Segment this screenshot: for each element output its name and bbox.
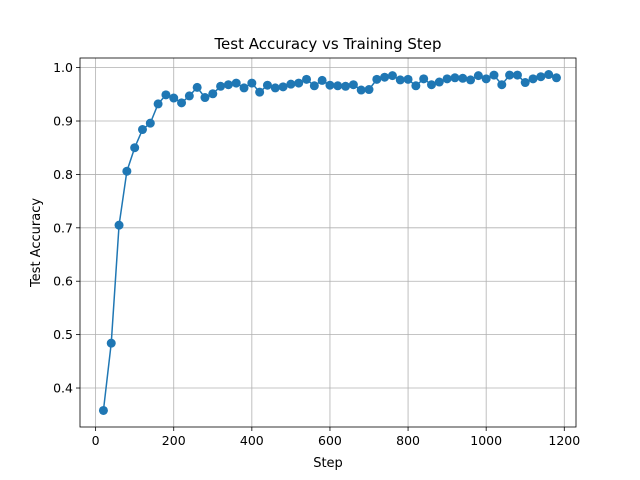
data-point <box>208 89 218 99</box>
data-point <box>434 77 444 87</box>
x-tick-label: 400 <box>240 433 264 448</box>
data-point <box>231 78 241 88</box>
data-point <box>286 79 296 89</box>
data-point <box>380 72 390 82</box>
data-point <box>505 70 515 80</box>
data-point <box>270 83 280 93</box>
series-layer <box>98 70 561 415</box>
data-point <box>427 80 436 90</box>
y-tick-label: 1.0 <box>53 60 73 75</box>
data-point <box>528 74 538 84</box>
data-point <box>169 93 179 103</box>
x-tick-label: 1200 <box>548 433 580 448</box>
y-axis-label: Test Accuracy <box>29 198 44 288</box>
plot-frame <box>79 57 577 428</box>
data-point <box>473 71 483 81</box>
data-point <box>317 75 327 85</box>
data-point <box>395 75 405 85</box>
data-point <box>192 82 202 92</box>
data-point <box>184 91 194 101</box>
plot-area <box>80 58 576 427</box>
data-point <box>442 74 452 84</box>
data-point <box>348 80 358 90</box>
data-point <box>481 74 491 84</box>
data-point <box>309 81 319 91</box>
x-axis: 0 200 400 600 800 1000 1200 <box>92 427 580 448</box>
data-point <box>122 166 132 176</box>
x-tick-label: 200 <box>162 433 186 448</box>
data-point <box>466 75 476 85</box>
y-axis: 0.4 0.5 0.6 0.7 0.8 0.9 1.0 <box>53 60 80 396</box>
data-point <box>130 143 140 153</box>
x-tick-label: 1000 <box>470 433 502 448</box>
data-point <box>551 73 561 83</box>
y-tick-label: 0.6 <box>53 274 73 289</box>
y-tick-label: 0.8 <box>53 167 73 182</box>
data-point <box>200 93 210 103</box>
data-point <box>216 81 226 91</box>
data-point <box>106 338 116 348</box>
data-point <box>536 72 546 82</box>
data-point <box>325 80 335 90</box>
data-point <box>294 78 304 88</box>
data-point <box>520 78 530 88</box>
data-point <box>372 74 382 84</box>
data-point <box>137 125 147 135</box>
data-point <box>450 73 460 83</box>
y-tick-label: 0.7 <box>53 220 73 235</box>
data-point <box>544 70 554 80</box>
x-tick-label: 0 <box>92 433 100 448</box>
data-point <box>145 118 155 128</box>
chart-title: Test Accuracy vs Training Step <box>213 35 441 53</box>
grid <box>80 58 576 427</box>
y-tick-label: 0.5 <box>53 327 73 342</box>
data-point <box>262 80 272 90</box>
x-tick-label: 600 <box>318 433 342 448</box>
data-point <box>98 405 108 415</box>
data-point <box>512 70 522 80</box>
data-point <box>489 70 499 80</box>
data-point <box>223 80 233 90</box>
data-point <box>278 82 288 92</box>
x-tick-label: 800 <box>396 433 420 448</box>
data-point <box>302 74 312 84</box>
data-point <box>153 99 163 109</box>
data-point <box>341 81 351 91</box>
y-tick-label: 0.4 <box>53 381 73 396</box>
data-point <box>247 78 257 88</box>
data-point <box>239 83 249 93</box>
data-point <box>161 90 171 100</box>
data-point <box>255 87 265 97</box>
data-point <box>356 85 366 95</box>
data-point <box>458 73 468 83</box>
data-point <box>114 220 124 230</box>
data-point <box>497 80 507 90</box>
y-tick-label: 0.9 <box>53 114 73 129</box>
data-point <box>387 71 397 81</box>
x-axis-label: Step <box>313 456 343 471</box>
data-point <box>364 85 374 95</box>
data-point <box>177 98 187 108</box>
data-point <box>411 81 421 91</box>
data-point <box>403 74 413 84</box>
data-point <box>333 81 343 91</box>
data-point <box>419 74 429 84</box>
